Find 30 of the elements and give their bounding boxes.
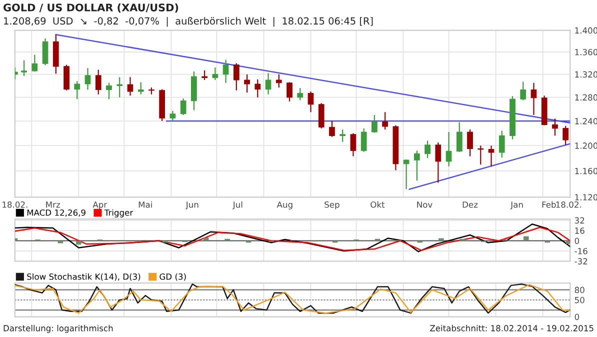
x-tick-label: 18.02. (2, 201, 28, 208)
legend-label: GD (3) (160, 273, 186, 281)
x-tick-label: Okt (370, 201, 385, 208)
x-tick-label: Jan (510, 202, 523, 210)
x-tick-label: Mrz (46, 202, 60, 208)
x-tick-label: Jul (232, 201, 242, 210)
y-tick-label: 0 (574, 238, 580, 244)
legend-label: Slow Stochastik K(14), D(3) (27, 273, 140, 281)
legend-label: Trigger (104, 209, 134, 218)
text: Darstellung: logarithmisch (4, 324, 113, 333)
x-tick-label: Sep (324, 201, 340, 210)
y-tick-label: 80 (574, 286, 584, 294)
x-tick-label: Aug (276, 202, 292, 210)
x-tick-label: 18.02. (556, 201, 581, 208)
legend-label: MACD 12,26,9 (27, 209, 86, 217)
x-tick-label: Mai (138, 201, 152, 208)
y-tick-label: 16 (575, 228, 584, 234)
x-tick-label: Nov (417, 202, 432, 208)
y-tick-label: 32 (574, 217, 584, 224)
y-tick-label: -32 (574, 258, 588, 264)
x-tick-label: Jun (185, 202, 198, 210)
y-tick-label: 50 (574, 296, 584, 304)
y-tick-label: -16 (574, 248, 588, 254)
y-tick-label: 0 (574, 314, 580, 320)
x-tick-label: Apr (92, 202, 108, 210)
x-tick-label: Dez (462, 202, 478, 208)
text: Zeitabschnitt: 18.02.2014 - 19.02.2015 (430, 324, 594, 332)
x-tick-label: Feb (542, 201, 556, 208)
chart-subtitle: 1.208,69 USD ↘ -0,82 -0,07% | außerbörslich Welt | 18.02.15 06:45 [R] (4, 17, 373, 27)
chart-title: GOLD / US DOLLAR (XAU/USD) (4, 3, 178, 13)
